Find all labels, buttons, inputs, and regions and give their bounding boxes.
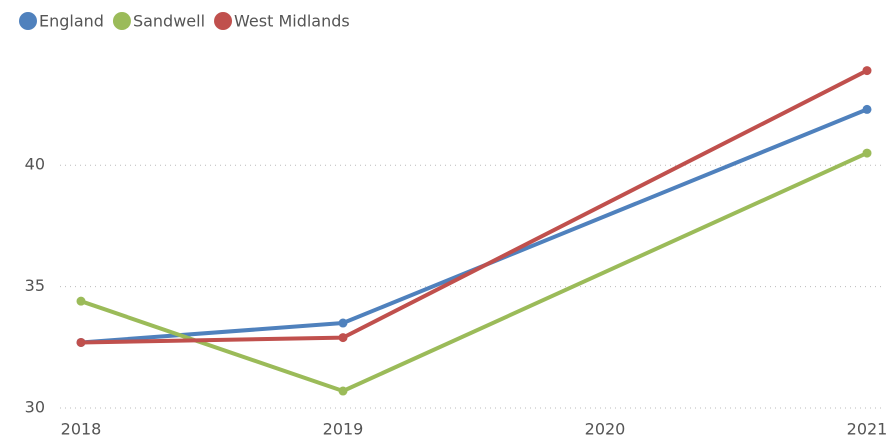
data-point — [338, 386, 348, 396]
y-tick-label: 30 — [25, 398, 45, 417]
x-tick-label: 2020 — [585, 420, 626, 439]
y-tick-label: 35 — [25, 276, 45, 295]
legend-label: West Midlands — [234, 12, 350, 31]
legend-marker — [214, 12, 233, 30]
legend-marker — [112, 12, 131, 30]
legend-label: Sandwell — [133, 12, 205, 31]
data-point — [338, 318, 348, 328]
x-tick-label: 2019 — [323, 420, 364, 439]
series-line — [80, 107, 868, 345]
data-point — [862, 66, 872, 76]
legend-label: England — [39, 12, 104, 31]
data-point — [76, 296, 86, 306]
y-tick-label: 40 — [25, 155, 45, 174]
legend-marker — [19, 12, 37, 30]
data-point — [76, 337, 86, 347]
x-tick-label: 2018 — [61, 420, 102, 439]
x-tick-label: 2021 — [847, 420, 886, 439]
data-point — [338, 333, 348, 343]
data-point — [862, 148, 872, 158]
data-point — [862, 104, 872, 114]
